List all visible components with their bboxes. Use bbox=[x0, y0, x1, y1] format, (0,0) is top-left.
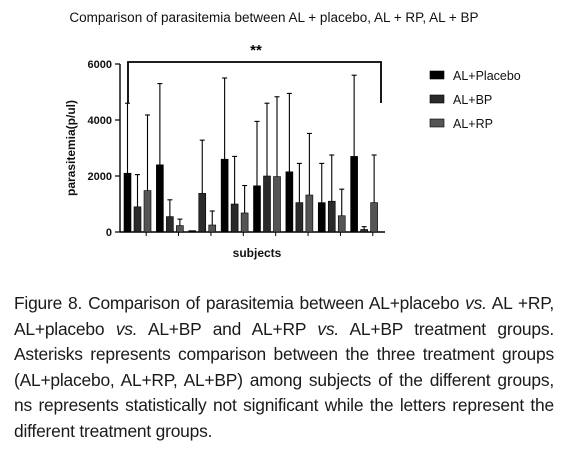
legend-label: AL+BP bbox=[453, 93, 492, 107]
chart-title: Comparison of parasitemia between AL + p… bbox=[69, 10, 478, 25]
bar bbox=[350, 156, 358, 233]
bar bbox=[188, 230, 197, 233]
bracket-line bbox=[127, 61, 382, 103]
y-tick-label: 2000 bbox=[88, 171, 112, 183]
bar bbox=[253, 185, 261, 233]
bar bbox=[143, 190, 152, 233]
bar bbox=[198, 193, 207, 233]
bars-layer bbox=[123, 156, 378, 233]
bar bbox=[317, 202, 326, 233]
caption-text-part: AL+BP treatment groups. Asterisks repres… bbox=[14, 318, 555, 441]
y-axis-label: parasitemia(p/ul) bbox=[64, 100, 78, 196]
bar bbox=[240, 212, 249, 233]
legend: AL+Placebo AL+BP AL+RP bbox=[429, 69, 521, 131]
y-tick-label: 4000 bbox=[88, 115, 112, 127]
bar bbox=[230, 203, 239, 233]
bar bbox=[133, 206, 142, 233]
caption-text-part: Comparison of parasitemia between AL+pla… bbox=[82, 293, 466, 313]
bar bbox=[166, 216, 174, 233]
bar bbox=[263, 175, 271, 233]
significance-stars: ** bbox=[250, 42, 262, 59]
bar bbox=[285, 171, 294, 233]
legend-swatch bbox=[429, 70, 445, 80]
bar bbox=[337, 215, 346, 233]
legend-item: AL+BP bbox=[429, 93, 492, 107]
bar bbox=[176, 225, 184, 233]
legend-swatch bbox=[429, 118, 445, 128]
bar bbox=[327, 200, 336, 233]
bar bbox=[360, 229, 368, 233]
caption-text-part: AL +RP, AL+placebo bbox=[14, 293, 554, 339]
legend-item: AL+Placebo bbox=[429, 69, 521, 83]
legend-label: AL+RP bbox=[453, 117, 493, 131]
bar bbox=[295, 202, 304, 233]
legend-label: AL+Placebo bbox=[453, 69, 521, 83]
bar bbox=[305, 194, 314, 233]
caption-text-part: AL+BP and AL+RP bbox=[137, 318, 318, 339]
bar bbox=[370, 202, 378, 233]
significance-bracket: ** bbox=[127, 42, 382, 103]
caption-vs: vs. bbox=[465, 293, 487, 313]
legend-swatch bbox=[429, 94, 445, 104]
caption-vs: vs. bbox=[317, 318, 339, 339]
figure-caption: Figure 8. Comparison of parasitemia betw… bbox=[14, 291, 554, 444]
bar bbox=[156, 164, 164, 233]
bar bbox=[273, 176, 281, 233]
bar bbox=[220, 158, 229, 233]
x-axis-label: subjects bbox=[233, 246, 282, 260]
axes: 0 2000 4000 6000 bbox=[88, 59, 385, 239]
bar bbox=[208, 224, 217, 233]
bar bbox=[123, 172, 132, 233]
parasitemia-bar-chart: Comparison of parasitemia between AL + p… bbox=[64, 10, 521, 260]
y-tick-label: 0 bbox=[106, 227, 112, 239]
figure-label: Figure 8. bbox=[14, 293, 83, 313]
error-bars-layer bbox=[125, 74, 377, 230]
y-tick-label: 6000 bbox=[88, 59, 112, 71]
legend-item: AL+RP bbox=[429, 117, 493, 131]
caption-vs: vs. bbox=[115, 318, 138, 339]
